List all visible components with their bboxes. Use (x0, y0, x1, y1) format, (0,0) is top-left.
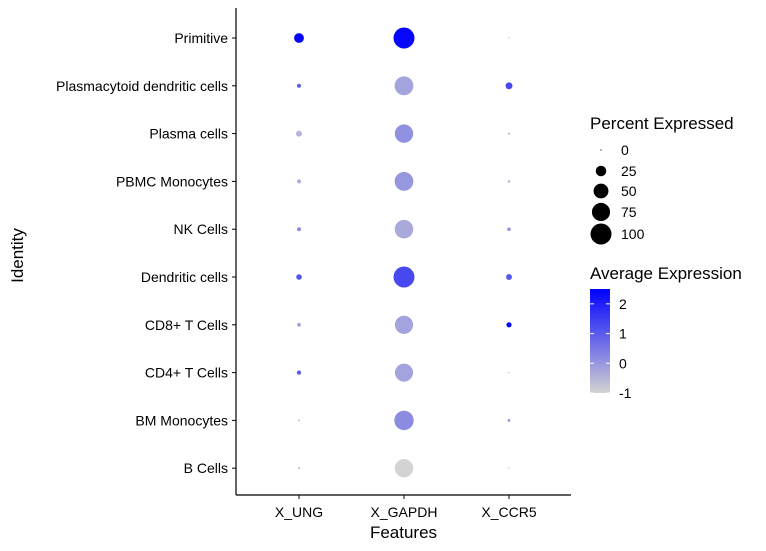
legend-size-label: 75 (621, 204, 637, 220)
y-tick-label: Dendritic cells (141, 269, 228, 285)
dot-mark (394, 315, 414, 334)
x-tick-label: X_GAPDH (371, 504, 438, 520)
dot-mark (393, 266, 415, 288)
dot-mark (296, 274, 302, 280)
dot-mark (297, 467, 301, 470)
x-tick-label: X_CCR5 (481, 504, 536, 520)
y-tick-label: Plasma cells (149, 126, 228, 142)
y-tick-label: CD8+ T Cells (145, 317, 228, 333)
legend-size-label: 0 (621, 142, 629, 158)
dot-mark (507, 418, 511, 422)
dot-mark (508, 467, 510, 469)
dot-mark (294, 33, 304, 43)
legend-size-label: 25 (621, 163, 637, 179)
x-axis-ticks: X_UNG X_GAPDH X_CCR5 (275, 495, 537, 520)
colorbar-label: 0 (619, 355, 627, 371)
dot-mark (296, 130, 302, 137)
dot-mark (508, 371, 510, 374)
dot-mark (394, 410, 414, 431)
legend-size-dot (600, 149, 602, 151)
legend-size-dot (591, 202, 611, 222)
dot-mark (506, 274, 512, 280)
legend-size-label: 100 (621, 226, 645, 242)
dot-mark (297, 322, 301, 327)
dot-marks (294, 27, 513, 478)
x-axis-title: Features (370, 523, 437, 542)
dot-mark (394, 76, 414, 96)
x-tick-label: X_UNG (275, 504, 323, 520)
dot-mark (506, 322, 512, 328)
dot-mark (297, 227, 301, 232)
legend-color-title: Average Expression (590, 264, 742, 283)
y-tick-label: B Cells (184, 460, 228, 476)
legend-size-dot (590, 223, 612, 245)
dot-mark (298, 419, 300, 422)
dot-mark (508, 37, 510, 39)
legend-size-dot (595, 165, 607, 177)
y-axis-ticks: Primitive Plasmacytoid dendritic cells Pla… (56, 30, 236, 476)
colorbar (590, 289, 610, 393)
dot-mark (394, 219, 414, 239)
legend-size-title: Percent Expressed (590, 114, 734, 133)
legend-size-label: 50 (621, 183, 637, 199)
legend-percent-expressed: Percent Expressed 0 25 50 75 100 (590, 114, 734, 245)
legend-average-expression: Average Expression 2 1 0 -1 (590, 264, 742, 401)
dot-mark (296, 370, 302, 375)
y-tick-label: BM Monocytes (135, 412, 228, 428)
dot-mark (505, 82, 513, 90)
dot-mark (507, 132, 511, 135)
dot-mark (394, 459, 414, 478)
dot-mark (507, 180, 511, 183)
colorbar-label: -1 (619, 385, 632, 401)
legend-size-dot (593, 183, 609, 199)
dot-mark (394, 363, 414, 382)
y-tick-label: PBMC Monocytes (116, 173, 228, 189)
y-tick-label: Plasmacytoid dendritic cells (56, 78, 228, 94)
dot-mark (394, 124, 414, 143)
dot-mark (507, 227, 511, 232)
y-axis-title: Identity (8, 228, 27, 283)
colorbar-label: 2 (619, 296, 627, 312)
y-tick-label: CD4+ T Cells (145, 365, 228, 381)
y-tick-label: NK Cells (174, 221, 228, 237)
dot-mark (394, 172, 414, 191)
dot-mark (393, 27, 415, 49)
colorbar-label: 1 (619, 326, 627, 342)
y-tick-label: Primitive (174, 30, 228, 46)
dot-mark (296, 179, 302, 184)
dot-mark (296, 83, 302, 88)
